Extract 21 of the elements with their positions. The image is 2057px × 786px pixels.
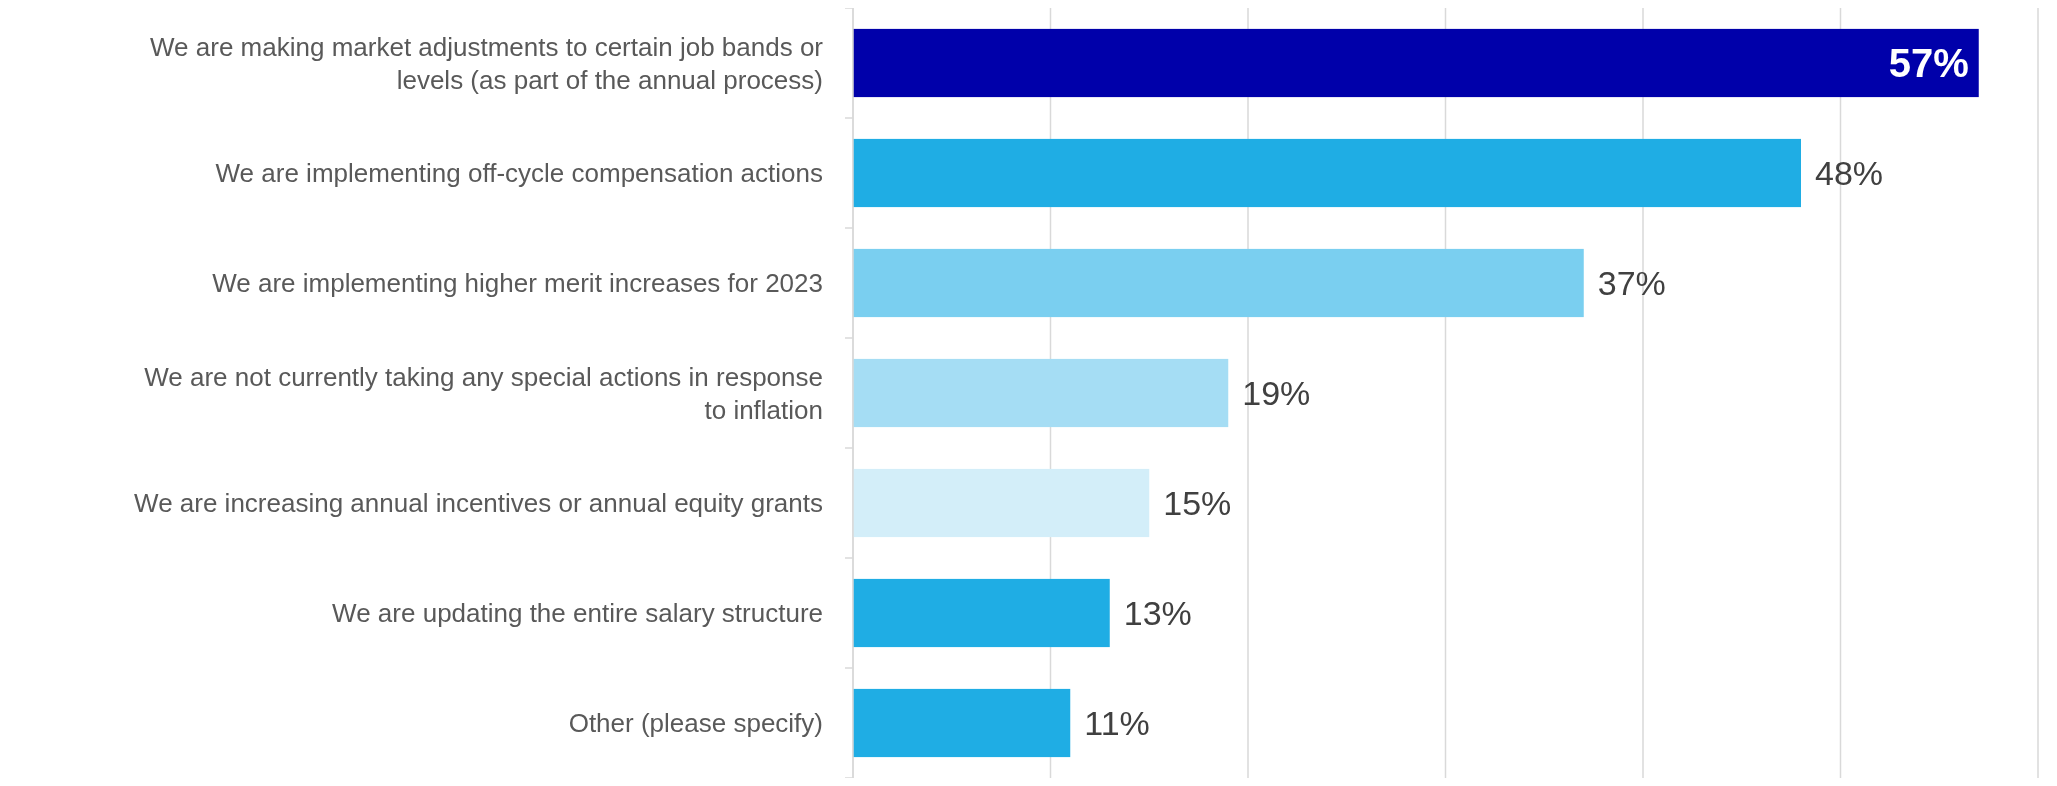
y-tick-label: We are implementing off-cycle compensation actions [215, 158, 823, 189]
y-tick-label: We are updating the entire salary structure [332, 598, 823, 629]
data-label: 13% [1123, 593, 1192, 632]
y-tick-label: We are not currently taking any special actions in response to inflation [144, 361, 823, 425]
data-label: 48% [1815, 153, 1884, 192]
data-label: 11% [1084, 703, 1150, 742]
data-label: 57% [1888, 41, 1969, 85]
y-tick-label: Other (please specify) [568, 708, 823, 739]
y-tick-label: We are increasing annual incentives or annual equity grants [134, 488, 823, 519]
bar [853, 358, 1229, 428]
data-label: 37% [1597, 263, 1666, 302]
bar [853, 578, 1110, 648]
bar [853, 248, 1584, 318]
bar [853, 138, 1801, 208]
y-tick-label: We are making market adjustments to certain job bands or levels (as part of the annual process) [150, 31, 824, 95]
bar [853, 688, 1071, 758]
y-tick-label: We are implementing higher merit increases for 2023 [212, 268, 823, 299]
data-label: 15% [1163, 483, 1232, 522]
bar [853, 468, 1150, 538]
bar [853, 28, 1979, 98]
data-label: 19% [1242, 373, 1311, 412]
